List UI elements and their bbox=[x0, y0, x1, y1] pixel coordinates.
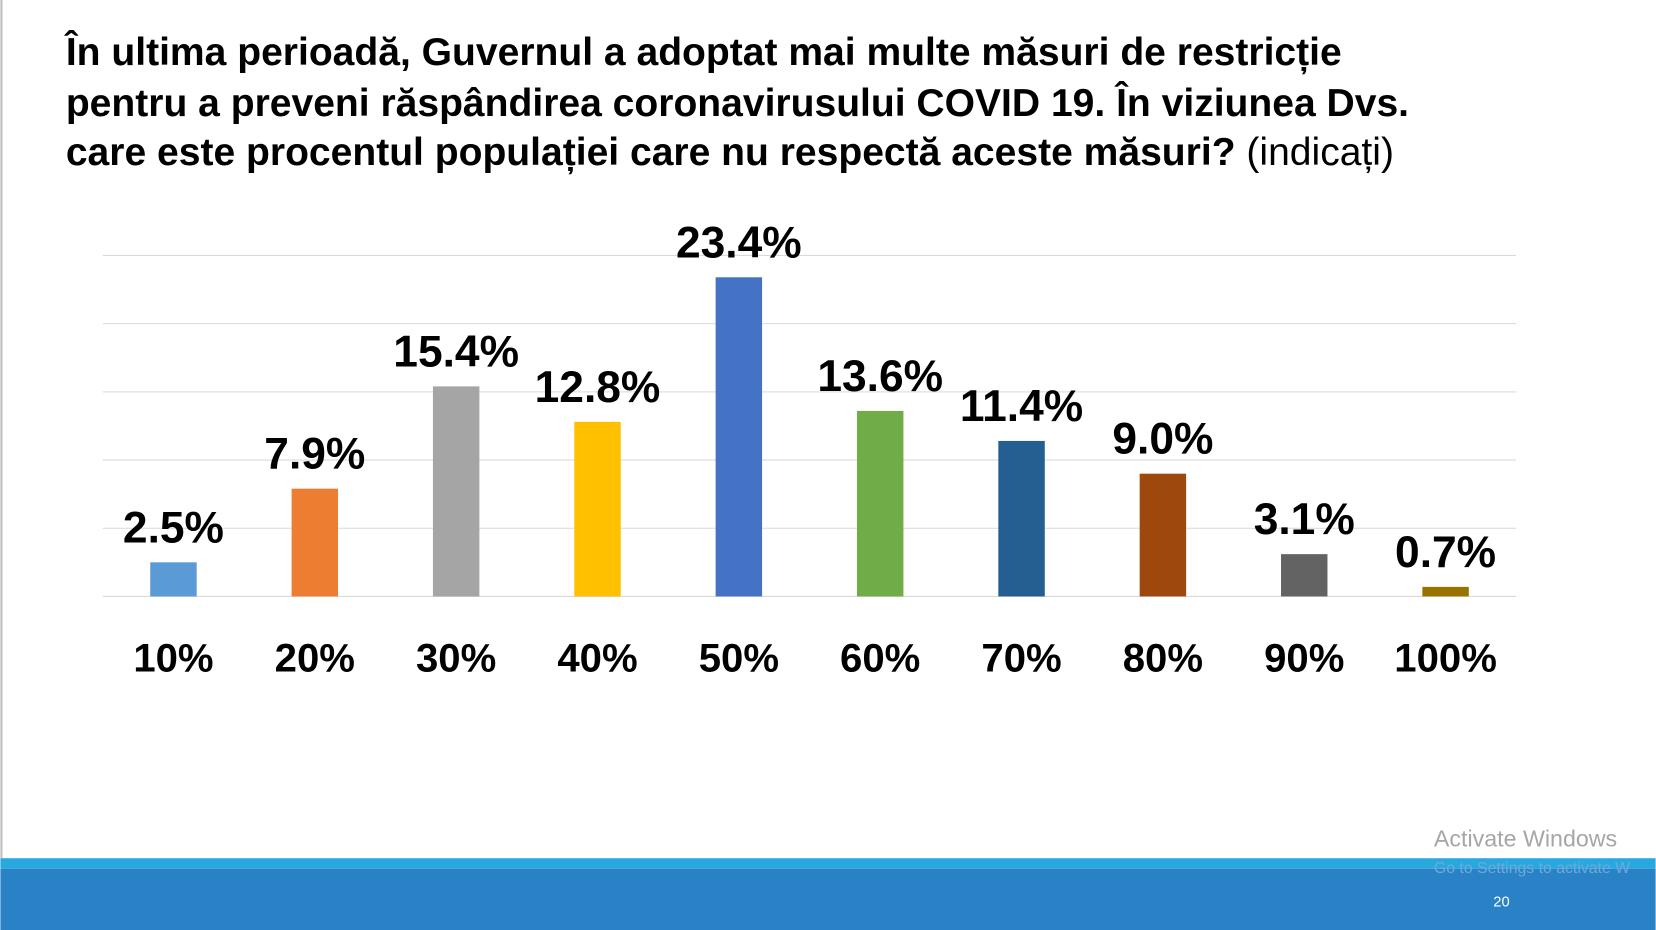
x-tick-label: 100% bbox=[1394, 636, 1497, 680]
x-tick-label: 80% bbox=[1123, 636, 1203, 680]
x-tick-label: 90% bbox=[1264, 636, 1344, 680]
chart-subtitle: (indicați) bbox=[1246, 131, 1394, 174]
chart-title-line: pentru a preveni răspândirea coronavirus… bbox=[66, 81, 1409, 125]
data-label: 12.8% bbox=[535, 363, 661, 412]
bar bbox=[432, 386, 480, 597]
data-label: 13.6% bbox=[817, 352, 943, 401]
x-tick-label: 70% bbox=[981, 636, 1061, 680]
page-number: 20 bbox=[1493, 894, 1509, 910]
bar bbox=[150, 562, 197, 597]
data-label: 3.1% bbox=[1254, 495, 1355, 544]
bar bbox=[856, 410, 904, 597]
chart-title-part: care este procentul populației care nu r… bbox=[66, 131, 1236, 174]
x-tick-label: 40% bbox=[557, 636, 637, 680]
left-border bbox=[0, 0, 3, 859]
bar bbox=[291, 488, 339, 597]
plot: 10% 2.5% 20% 7.9% 30% 15.4% 40% 12.8% 50% 23.4% 60… bbox=[102, 218, 1517, 680]
data-label: 7.9% bbox=[264, 430, 365, 479]
chart-title-line: În ultima perioadă, Guvernul a adoptat m… bbox=[64, 30, 1342, 74]
bar bbox=[715, 277, 763, 597]
data-label: 23.4% bbox=[676, 218, 802, 267]
x-tick-label: 10% bbox=[133, 636, 213, 680]
bar bbox=[998, 440, 1045, 597]
chart-title-line: care este procentul populației care nu r… bbox=[66, 131, 1394, 174]
x-tick-label: 60% bbox=[840, 636, 920, 680]
x-tick-label: 30% bbox=[416, 636, 496, 680]
data-label: 9.0% bbox=[1112, 415, 1213, 464]
data-label: 15.4% bbox=[393, 327, 519, 376]
bar bbox=[1422, 586, 1469, 597]
footer-strip bbox=[0, 858, 1656, 869]
watermark: Activate Windows bbox=[1434, 825, 1617, 851]
data-label: 2.5% bbox=[123, 503, 224, 552]
watermark: Go to Settings to activate W bbox=[1434, 860, 1630, 877]
bar bbox=[574, 421, 621, 597]
x-tick-label: 20% bbox=[275, 636, 355, 680]
data-label: 11.4% bbox=[960, 382, 1083, 431]
x-tick-label: 50% bbox=[699, 636, 779, 680]
bar bbox=[1281, 554, 1328, 597]
bar bbox=[1139, 473, 1187, 597]
data-label: 0.7% bbox=[1395, 528, 1496, 577]
footer-bar bbox=[0, 868, 1656, 930]
